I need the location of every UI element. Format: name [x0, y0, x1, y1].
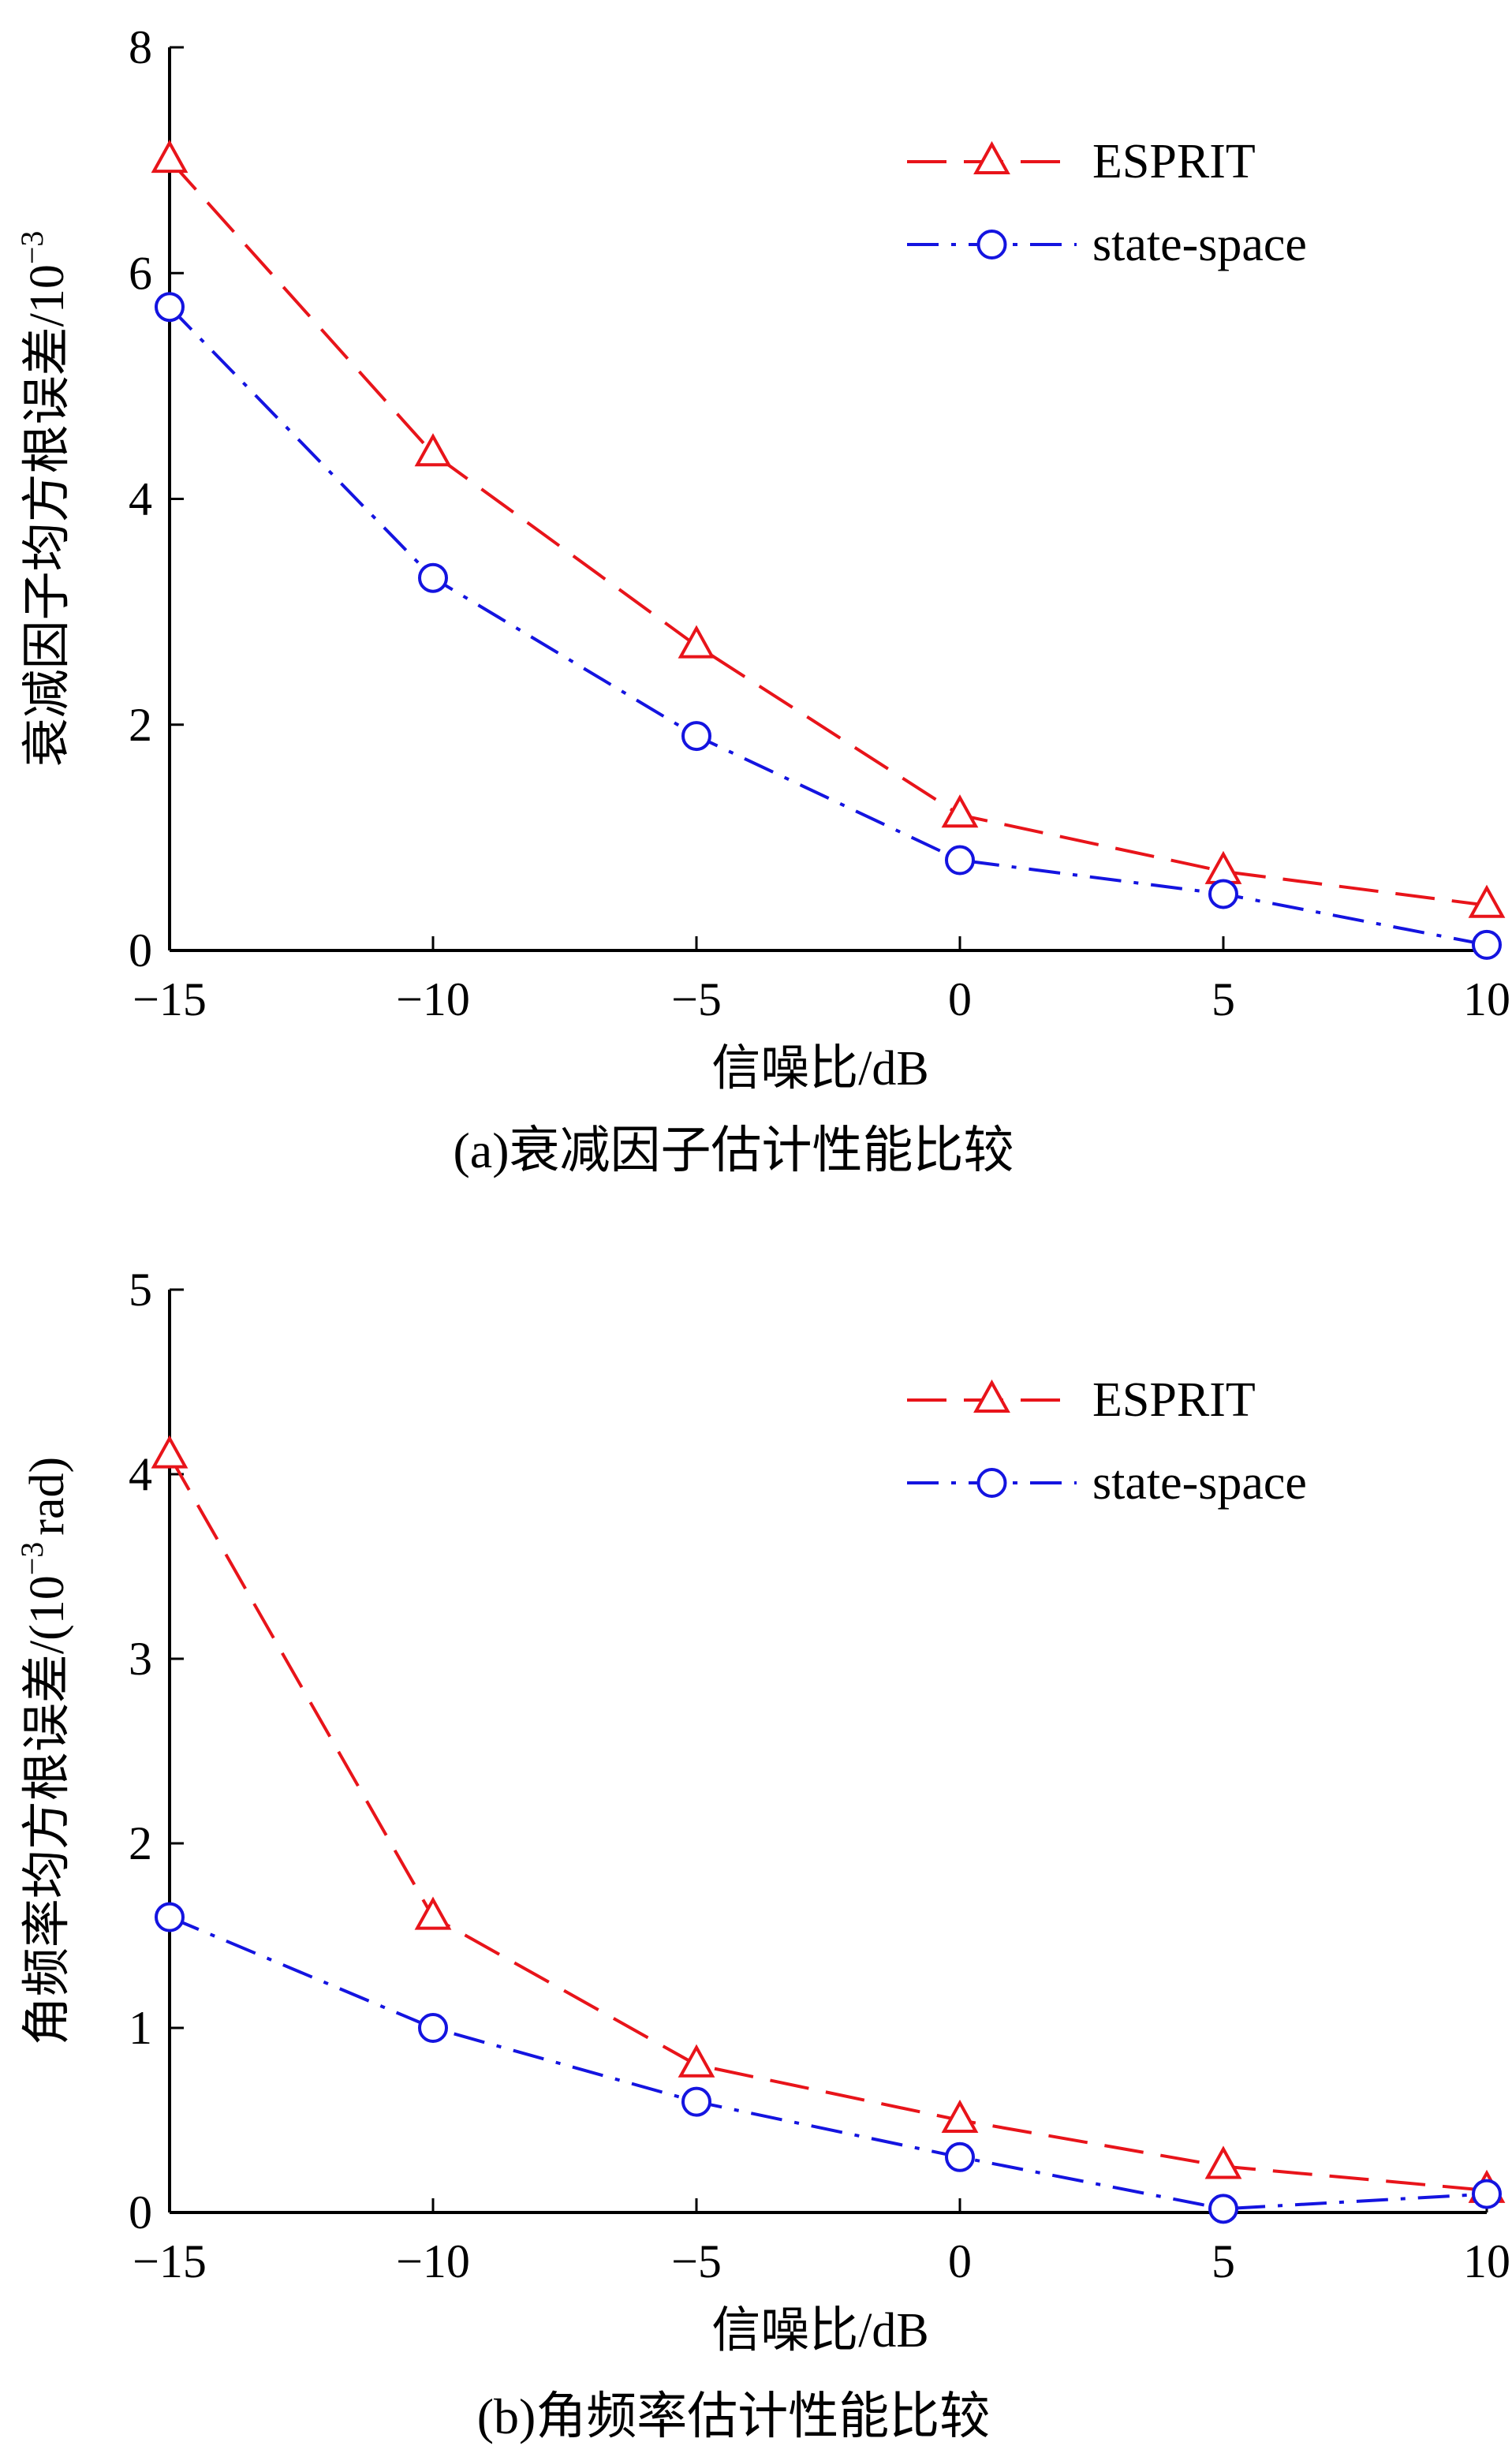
- y-axis-label: 衰减因子均方根误差/10−3: [14, 231, 74, 767]
- data-point-triangle: [151, 1435, 189, 1469]
- data-point-circle: [681, 721, 711, 752]
- series-state-space: [155, 292, 1502, 960]
- x-axis-label: 信噪比/dB: [711, 1042, 929, 1096]
- y-tick-label: 8: [129, 21, 152, 73]
- x-axis-label: 信噪比/dB: [711, 2304, 929, 2358]
- data-point-triangle: [414, 433, 452, 467]
- series-line: [168, 159, 1488, 907]
- y-tick-label: 4: [129, 1448, 152, 1500]
- data-point-triangle: [1204, 850, 1242, 884]
- y-tick-label: 5: [129, 1264, 152, 1316]
- series-state-space: [155, 1902, 1502, 2224]
- x-tick-label: −5: [671, 2235, 722, 2287]
- legend-marker-circle: [976, 1468, 1007, 1498]
- legend-marker-triangle: [973, 1379, 1010, 1413]
- x-tick-label: 10: [1463, 2235, 1510, 2287]
- data-point-circle: [1472, 2179, 1502, 2209]
- y-tick-label: 2: [129, 699, 152, 751]
- legend-marker-triangle: [973, 140, 1010, 174]
- data-point-circle: [945, 845, 975, 876]
- y-tick-label: 6: [129, 247, 152, 299]
- data-point-triangle: [678, 625, 715, 659]
- x-tick-label: −15: [133, 2235, 207, 2287]
- y-axis-label: 角频率均方根误差/(10−3 rad): [14, 1457, 74, 2045]
- legend: ESPRIT state-space: [907, 1373, 1307, 1510]
- y-axis-label-text: 角频率均方根误差/(10: [21, 1575, 74, 2045]
- x-tick-label: 5: [1211, 973, 1235, 1025]
- y-tick-label: 0: [129, 924, 152, 976]
- x-tick-label: 0: [948, 2235, 972, 2287]
- legend: ESPRIT state-space: [907, 135, 1307, 271]
- x-tick-label: −10: [396, 973, 470, 1025]
- y-axis-label-exponent: −3: [14, 1542, 50, 1576]
- x-tick-label: −5: [671, 973, 722, 1025]
- x-tick-label: 0: [948, 973, 972, 1025]
- y-axis-label-unit: rad): [21, 1457, 74, 1536]
- series-line: [168, 305, 1488, 947]
- legend-label: ESPRIT: [1092, 135, 1256, 189]
- series-esprit: [151, 1435, 1506, 2203]
- chart-b: −15 −10 −5 0 5 10 0 1 2 3 4 5 信噪比/dB 角频率均方根误差/(10−3 ra…: [14, 1264, 1510, 2444]
- data-point-circle: [155, 1902, 185, 1932]
- chart-a: −15 −10 −5 0 5 10 0 2 4 6 8 信噪比/dB 衰减因子均方根误差/10−3 (a)…: [14, 21, 1510, 1178]
- data-point-circle: [418, 562, 448, 593]
- y-tick-label: 1: [129, 2002, 152, 2054]
- data-point-circle: [155, 292, 185, 323]
- data-point-circle: [681, 2086, 711, 2117]
- y-tick-label: 0: [129, 2186, 152, 2239]
- y-axis-label-exponent: −3: [14, 231, 50, 265]
- data-point-triangle: [1204, 2145, 1242, 2179]
- data-point-triangle: [151, 140, 189, 174]
- legend-label: state-space: [1092, 218, 1307, 271]
- legend-marker-circle: [976, 230, 1007, 260]
- data-point-triangle: [941, 2099, 979, 2133]
- x-tick-label: 5: [1211, 2235, 1235, 2287]
- x-tick-label: −10: [396, 2235, 470, 2287]
- y-tick-label: 4: [129, 473, 152, 525]
- data-point-circle: [945, 2141, 975, 2172]
- y-tick-label: 2: [129, 1817, 152, 1869]
- series-line: [169, 1915, 1488, 2211]
- data-point-circle: [1472, 929, 1502, 960]
- data-point-triangle: [414, 1896, 452, 1930]
- data-point-circle: [1208, 879, 1238, 909]
- series-line: [168, 1454, 1488, 2192]
- legend-label: state-space: [1092, 1456, 1307, 1510]
- x-tick-label: −15: [133, 973, 207, 1025]
- data-point-circle: [1208, 2194, 1238, 2224]
- figure-caption: (a)衰减因子估计性能比较: [453, 1122, 1014, 1178]
- data-point-triangle: [678, 2044, 715, 2078]
- legend-label: ESPRIT: [1092, 1373, 1256, 1427]
- data-point-triangle: [941, 794, 979, 828]
- data-point-triangle: [1468, 884, 1506, 918]
- y-tick-label: 3: [129, 1633, 152, 1685]
- figure-caption: (b)角频率估计性能比较: [477, 2388, 991, 2444]
- data-point-circle: [418, 2013, 448, 2043]
- x-tick-label: 10: [1463, 973, 1510, 1025]
- y-axis-label-text: 衰减因子均方根误差/10: [21, 264, 74, 767]
